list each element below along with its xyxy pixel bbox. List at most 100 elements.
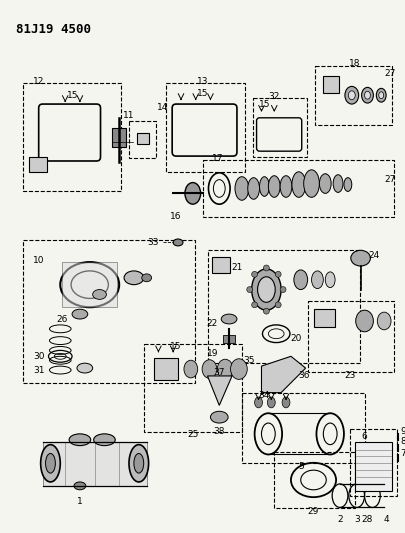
Ellipse shape bbox=[202, 360, 216, 378]
Text: 21: 21 bbox=[231, 263, 242, 272]
Polygon shape bbox=[29, 157, 47, 172]
Polygon shape bbox=[207, 376, 232, 406]
Ellipse shape bbox=[343, 177, 351, 191]
Ellipse shape bbox=[74, 482, 85, 490]
Text: 35: 35 bbox=[242, 356, 254, 365]
Ellipse shape bbox=[246, 287, 252, 293]
Text: 29: 29 bbox=[307, 507, 318, 516]
Text: 81J19 4500: 81J19 4500 bbox=[16, 22, 91, 36]
Ellipse shape bbox=[344, 86, 358, 104]
Ellipse shape bbox=[279, 287, 285, 293]
Text: 15: 15 bbox=[258, 100, 269, 109]
Ellipse shape bbox=[251, 269, 280, 310]
Ellipse shape bbox=[275, 302, 280, 308]
Text: 6: 6 bbox=[361, 432, 367, 441]
Text: 15: 15 bbox=[67, 91, 79, 100]
Text: 17: 17 bbox=[211, 154, 222, 163]
Text: 4: 4 bbox=[382, 515, 388, 524]
Text: 34: 34 bbox=[258, 391, 269, 400]
Bar bbox=[223, 335, 234, 343]
Ellipse shape bbox=[141, 274, 151, 282]
Ellipse shape bbox=[230, 359, 247, 379]
Polygon shape bbox=[153, 358, 178, 380]
Ellipse shape bbox=[40, 445, 60, 482]
Ellipse shape bbox=[275, 271, 280, 277]
Ellipse shape bbox=[378, 92, 383, 99]
Text: 28: 28 bbox=[361, 515, 372, 524]
Text: 12: 12 bbox=[33, 77, 44, 86]
Text: 10: 10 bbox=[33, 256, 44, 264]
Ellipse shape bbox=[281, 397, 289, 408]
Ellipse shape bbox=[251, 271, 257, 277]
Ellipse shape bbox=[210, 411, 228, 423]
Ellipse shape bbox=[267, 397, 275, 408]
Text: 9: 9 bbox=[399, 427, 405, 437]
Ellipse shape bbox=[263, 308, 269, 314]
Polygon shape bbox=[313, 309, 334, 327]
Polygon shape bbox=[43, 442, 146, 486]
Text: 24: 24 bbox=[368, 251, 379, 260]
Text: 36: 36 bbox=[297, 372, 309, 381]
Text: 1: 1 bbox=[77, 497, 83, 506]
Ellipse shape bbox=[94, 434, 115, 446]
Text: 14: 14 bbox=[156, 102, 168, 111]
Text: 38: 38 bbox=[213, 427, 224, 437]
Text: 15: 15 bbox=[170, 342, 181, 351]
Text: 13: 13 bbox=[196, 77, 208, 86]
Polygon shape bbox=[62, 262, 117, 307]
Ellipse shape bbox=[293, 270, 307, 289]
Text: 32: 32 bbox=[268, 92, 279, 101]
Text: 26: 26 bbox=[56, 314, 68, 324]
Text: 27: 27 bbox=[384, 69, 395, 78]
Ellipse shape bbox=[259, 177, 269, 196]
Polygon shape bbox=[354, 442, 391, 491]
Text: 19: 19 bbox=[206, 349, 217, 358]
Polygon shape bbox=[212, 257, 230, 273]
Text: 5: 5 bbox=[297, 462, 303, 471]
Text: 15: 15 bbox=[196, 89, 208, 98]
Ellipse shape bbox=[350, 251, 369, 266]
Text: 18: 18 bbox=[348, 59, 360, 68]
Text: 8: 8 bbox=[399, 437, 405, 446]
Ellipse shape bbox=[45, 454, 55, 473]
Text: 11: 11 bbox=[123, 111, 134, 120]
Ellipse shape bbox=[291, 172, 305, 197]
Text: 33: 33 bbox=[147, 238, 159, 247]
Ellipse shape bbox=[251, 302, 257, 308]
Bar bbox=[112, 127, 126, 147]
Polygon shape bbox=[261, 356, 305, 393]
Ellipse shape bbox=[247, 177, 259, 199]
Text: 30: 30 bbox=[33, 352, 44, 361]
Ellipse shape bbox=[347, 91, 354, 100]
Ellipse shape bbox=[376, 312, 390, 330]
Text: 27: 27 bbox=[384, 175, 395, 184]
Ellipse shape bbox=[257, 277, 275, 302]
Text: 7: 7 bbox=[399, 449, 405, 458]
Ellipse shape bbox=[263, 265, 269, 271]
Ellipse shape bbox=[268, 176, 279, 197]
Text: 25: 25 bbox=[187, 430, 198, 439]
Ellipse shape bbox=[375, 88, 385, 102]
Ellipse shape bbox=[77, 363, 92, 373]
Text: 16: 16 bbox=[170, 213, 181, 221]
Ellipse shape bbox=[69, 434, 90, 446]
Text: 3: 3 bbox=[353, 515, 359, 524]
Polygon shape bbox=[136, 133, 148, 144]
Ellipse shape bbox=[134, 454, 143, 473]
Polygon shape bbox=[322, 76, 338, 93]
Ellipse shape bbox=[311, 271, 322, 288]
Ellipse shape bbox=[129, 445, 148, 482]
Ellipse shape bbox=[303, 170, 319, 197]
Ellipse shape bbox=[319, 174, 330, 193]
Text: 22: 22 bbox=[206, 319, 217, 328]
Ellipse shape bbox=[221, 314, 237, 324]
Ellipse shape bbox=[234, 177, 248, 200]
Ellipse shape bbox=[183, 360, 197, 378]
Ellipse shape bbox=[333, 175, 342, 192]
Ellipse shape bbox=[72, 309, 87, 319]
Ellipse shape bbox=[92, 289, 106, 300]
Ellipse shape bbox=[217, 359, 232, 379]
Ellipse shape bbox=[279, 176, 291, 197]
Ellipse shape bbox=[184, 183, 200, 204]
Ellipse shape bbox=[254, 397, 262, 408]
